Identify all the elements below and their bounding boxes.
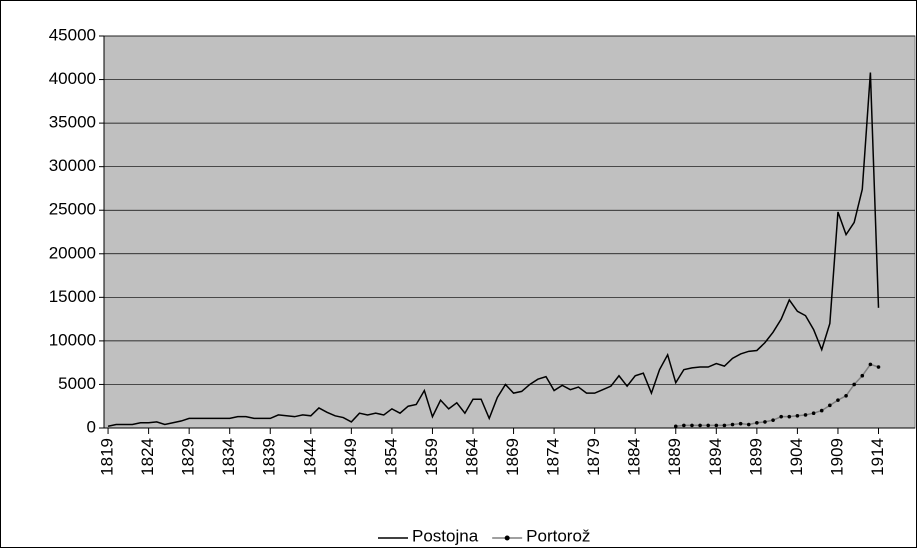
x-tick-label: 1829: [179, 438, 198, 476]
series-marker: [698, 423, 702, 428]
y-tick-label: 20000: [49, 243, 96, 262]
series-marker: [763, 420, 767, 424]
series-marker: [746, 422, 751, 427]
x-tick-label: 1834: [219, 438, 238, 476]
x-tick-label: 1894: [706, 438, 725, 476]
series-marker: [779, 414, 783, 419]
y-tick-label: 35000: [49, 113, 96, 132]
y-tick-label: 5000: [58, 374, 96, 393]
series-line: [107, 72, 880, 427]
y-tick-label: 25000: [49, 200, 96, 219]
x-tick-label: 1874: [544, 438, 563, 476]
series-marker: [738, 421, 743, 426]
series-marker: [795, 414, 800, 418]
series-marker: [836, 398, 840, 402]
x-tick-label: 1859: [422, 438, 441, 476]
x-tick-label: 1904: [787, 438, 806, 476]
plot-area: [103, 35, 916, 429]
x-tick-label: 1914: [868, 438, 887, 476]
x-tick-label: 1899: [746, 438, 765, 476]
y-tick-label: 0: [87, 417, 96, 436]
series-marker: [860, 373, 865, 378]
series-marker: [852, 382, 856, 387]
series-marker: [673, 424, 678, 429]
series-marker: [730, 422, 735, 427]
series-marker: [771, 418, 775, 422]
series-marker: [706, 423, 710, 428]
y-tick-label: 30000: [49, 156, 96, 175]
series-marker: [690, 423, 694, 428]
series-marker: [803, 413, 808, 417]
legend-marker: [504, 535, 510, 541]
series-marker: [828, 403, 832, 408]
x-tick-label: 1824: [138, 438, 157, 476]
x-tick-label: 1839: [260, 438, 279, 476]
y-tick-label: 45000: [49, 25, 96, 44]
series-marker: [844, 393, 848, 398]
x-tick-label: 1864: [462, 438, 481, 476]
x-tick-label: 1869: [503, 438, 522, 476]
series-marker: [755, 420, 759, 425]
x-tick-label: 1909: [827, 438, 846, 476]
series-marker: [819, 408, 824, 413]
y-tick-label: 40000: [49, 69, 96, 88]
x-tick-label: 1849: [341, 438, 360, 476]
y-tick-label: 10000: [49, 330, 96, 349]
y-tick-label: 15000: [49, 287, 96, 306]
series-marker: [722, 423, 727, 428]
series-marker: [714, 423, 719, 428]
x-tick-label: 1889: [665, 438, 684, 476]
x-tick-label: 1854: [381, 438, 400, 476]
x-tick-label: 1819: [98, 438, 117, 476]
x-tick-label: 1879: [584, 438, 603, 476]
series-marker: [682, 423, 686, 428]
series-marker: [787, 414, 792, 419]
legend-label: Postojna: [412, 526, 479, 545]
x-tick-label: 1844: [300, 438, 319, 476]
series-marker: [811, 411, 816, 415]
series-marker: [876, 365, 881, 369]
legend-label: Portorož: [526, 526, 590, 545]
series-marker: [868, 362, 873, 367]
x-tick-label: 1884: [625, 438, 644, 476]
